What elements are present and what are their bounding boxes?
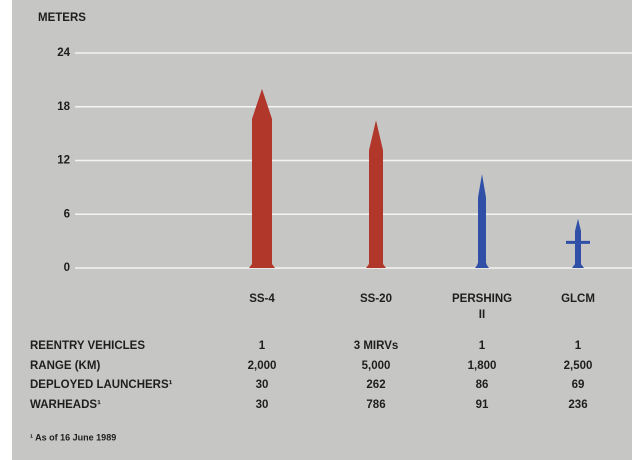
cell: 262 bbox=[366, 379, 385, 391]
cell: 1 bbox=[575, 340, 582, 352]
cell: 30 bbox=[256, 379, 269, 391]
x-tick-label: SS-20 bbox=[346, 291, 406, 307]
y-tick-label: 6 bbox=[64, 208, 70, 220]
cell: 786 bbox=[366, 399, 385, 411]
x-tick-label: SS-4 bbox=[232, 291, 292, 307]
cell: 2,500 bbox=[564, 360, 593, 372]
y-tick-label: 0 bbox=[64, 262, 70, 274]
row-label: DEPLOYED LAUNCHERS¹ bbox=[30, 379, 173, 391]
cell: 2,000 bbox=[248, 360, 277, 372]
cell: 1 bbox=[479, 340, 486, 352]
cell: 91 bbox=[476, 399, 489, 411]
row-label: REENTRY VEHICLES bbox=[30, 340, 145, 352]
cell: 1,800 bbox=[468, 360, 497, 372]
row-label: RANGE (KM) bbox=[30, 360, 100, 372]
chart: METERS ¹ As of 16 June 1989 0 6 12 18 24 REEN… bbox=[0, 0, 632, 460]
footnote: ¹ As of 16 June 1989 bbox=[30, 432, 116, 442]
missile bbox=[366, 120, 386, 268]
cell: 86 bbox=[476, 379, 489, 391]
y-tick-label: 12 bbox=[57, 155, 70, 167]
cell: 3 MIRVs bbox=[354, 340, 399, 352]
missile bbox=[566, 219, 590, 268]
y-tick-label: 18 bbox=[57, 101, 70, 113]
page: METERS ¹ As of 16 June 1989 0 6 12 18 24 REEN… bbox=[0, 0, 632, 460]
cell: 30 bbox=[256, 399, 269, 411]
cell: 69 bbox=[572, 379, 585, 391]
axis-title: METERS bbox=[38, 12, 86, 24]
missile bbox=[475, 174, 489, 268]
cell: 1 bbox=[259, 340, 266, 352]
x-tick-label: PERSHING II bbox=[452, 291, 512, 323]
missile bbox=[249, 89, 275, 268]
x-tick-label: GLCM bbox=[548, 291, 608, 307]
cell: 5,000 bbox=[362, 360, 391, 372]
cell: 236 bbox=[568, 399, 587, 411]
y-tick-label: 24 bbox=[57, 47, 70, 59]
row-label: WARHEADS¹ bbox=[30, 399, 101, 411]
